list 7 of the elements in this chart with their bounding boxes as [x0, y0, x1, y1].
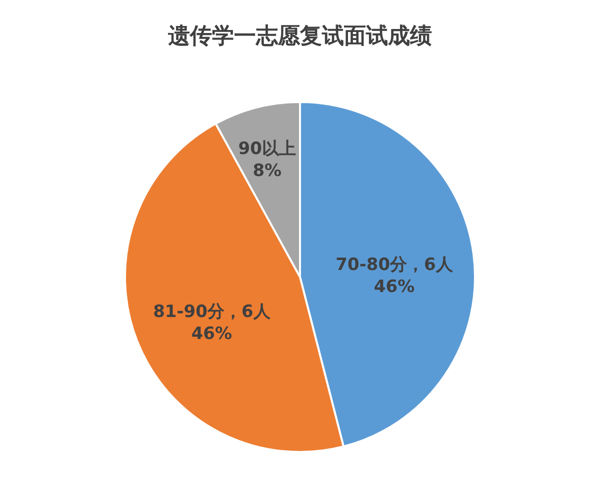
slice-label: 70-80分，6人 [336, 255, 454, 276]
data-label: 46% [191, 324, 232, 344]
data-label: 8% [252, 160, 282, 181]
slice-label: 81-90分，6人 [153, 302, 272, 322]
chart-title: 遗传学一志愿复试面试成绩 [167, 24, 432, 49]
slice-label: 90以上 [238, 138, 296, 159]
data-label: 46% [374, 277, 415, 298]
